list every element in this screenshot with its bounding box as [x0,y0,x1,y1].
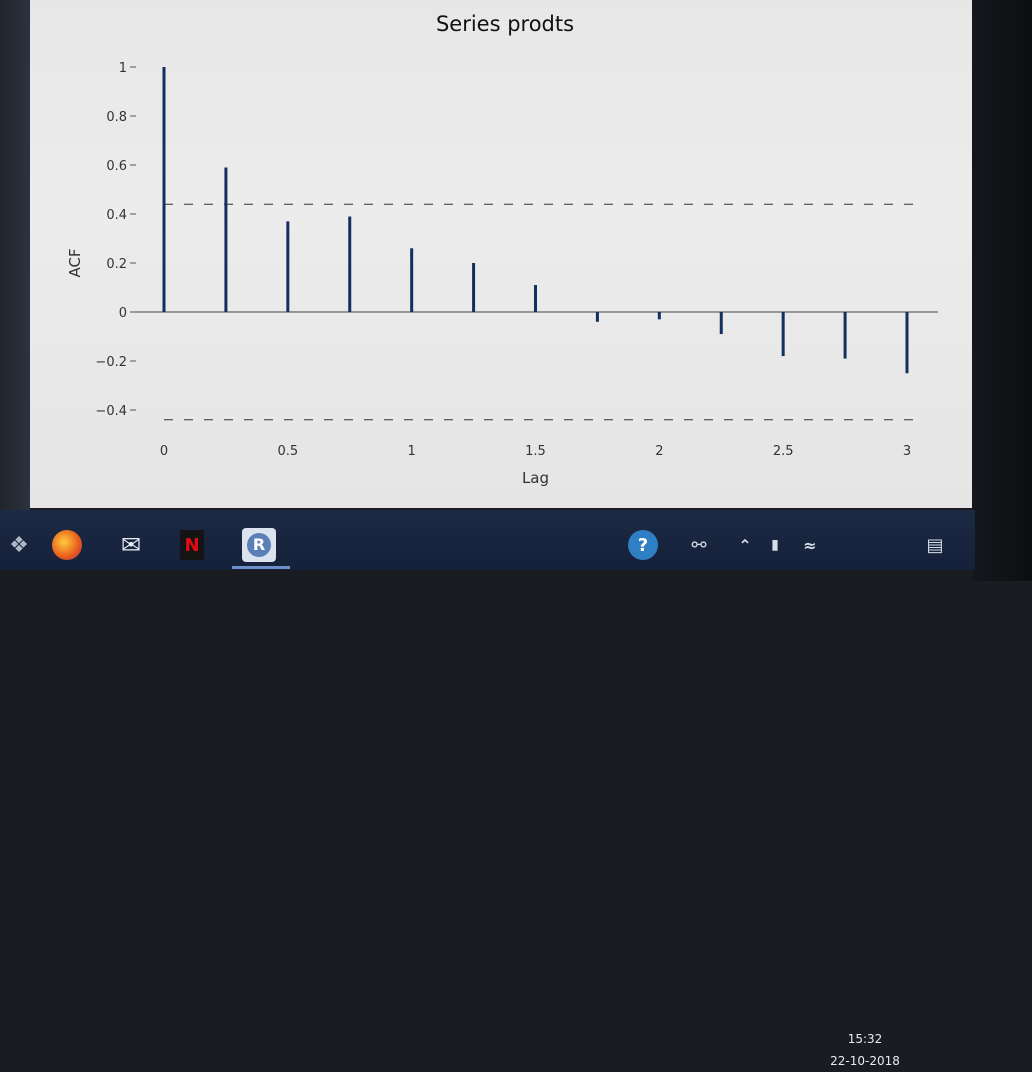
y-tick-label: 0.8 [106,110,127,125]
y-axis-label: ACF [66,248,84,277]
wifi-icon[interactable]: ≈ [803,535,817,555]
people-icon[interactable]: ⚯ [691,534,707,556]
left-bezel [0,0,30,520]
y-tick-label: 0 [119,306,127,321]
x-tick-label: 0 [160,444,168,459]
active-app-indicator [232,566,290,569]
clock-time: 15:32 [847,1032,883,1046]
plot-window: Series prodts ACF Lag 1 0.8 0.6 0.4 0.2 0 −0.2 −0.… [30,0,975,508]
battery-icon[interactable]: ▮ [771,537,779,553]
y-tick-label: −0.4 [95,404,127,419]
notification-icon[interactable]: ▤ [926,534,944,556]
x-axis-label: Lag [522,469,549,487]
r-icon-label: R [247,533,271,557]
system-clock[interactable]: 15:32 22-10-2018 [820,1028,910,1072]
x-tick-label: 2.5 [773,444,794,459]
y-tick-label: 0.4 [106,208,127,223]
clock-date: 22-10-2018 [830,1054,900,1068]
y-tick-label: 0.2 [106,257,127,272]
chart-title: Series prodts [436,12,574,36]
help-icon[interactable]: ? [628,530,658,560]
x-tick-label: 1.5 [525,444,546,459]
taskbar: ❖ ✉ N R ? ⚯ ⌃ ▮ ≈ 15:32 22-10-2018 ▤ [0,510,975,1068]
right-bezel [972,0,1032,581]
y-tick-label: 0.6 [106,159,127,174]
chevron-up-icon[interactable]: ⌃ [738,535,752,555]
r-icon[interactable]: R [242,528,276,562]
x-tick-label: 2 [655,444,663,459]
x-tick-label: 0.5 [277,444,298,459]
dropbox-icon[interactable]: ❖ [9,532,29,558]
firefox-icon[interactable] [52,530,82,560]
y-tick-label: 1 [119,61,127,76]
mail-icon[interactable]: ✉ [120,531,142,559]
x-tick-label: 3 [903,444,911,459]
x-tick-label: 1 [408,444,416,459]
netflix-icon[interactable]: N [180,530,204,560]
acf-plot: Series prodts ACF Lag 1 0.8 0.6 0.4 0.2 0 −0.2 −0.… [66,12,938,487]
y-tick-label: −0.2 [95,355,127,370]
